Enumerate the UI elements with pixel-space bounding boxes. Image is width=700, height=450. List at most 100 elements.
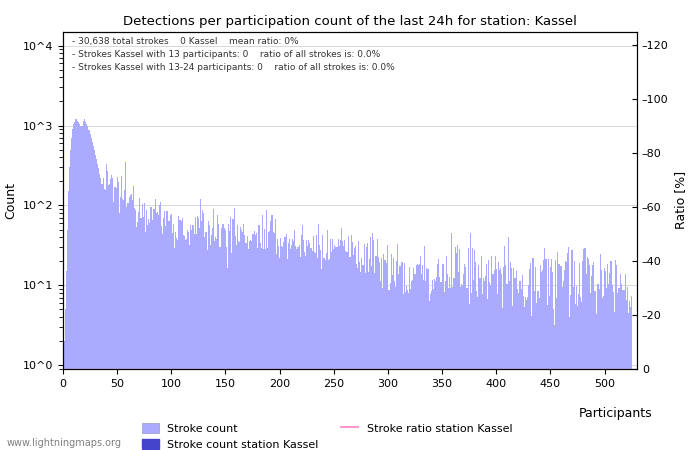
- Bar: [124, 190, 125, 450]
- Bar: [344, 240, 345, 450]
- Bar: [476, 291, 477, 450]
- Bar: [491, 256, 492, 450]
- Bar: [630, 306, 631, 450]
- Bar: [276, 254, 277, 450]
- Bar: [529, 269, 531, 450]
- Bar: [175, 232, 176, 450]
- Bar: [253, 234, 254, 450]
- Bar: [121, 176, 122, 450]
- Bar: [88, 130, 90, 450]
- Bar: [471, 292, 472, 450]
- Bar: [71, 138, 72, 450]
- Bar: [177, 240, 178, 450]
- Bar: [204, 238, 205, 450]
- Text: Participants: Participants: [579, 407, 653, 420]
- Title: Detections per participation count of the last 24h for station: Kassel: Detections per participation count of th…: [123, 14, 577, 27]
- Bar: [211, 235, 212, 450]
- Bar: [442, 264, 444, 450]
- Bar: [537, 291, 538, 450]
- Bar: [405, 292, 406, 450]
- Bar: [508, 237, 509, 450]
- Bar: [535, 267, 536, 450]
- Bar: [254, 231, 256, 450]
- Bar: [510, 262, 511, 450]
- Bar: [456, 245, 458, 450]
- Bar: [581, 302, 582, 450]
- Bar: [438, 259, 440, 450]
- Bar: [82, 126, 83, 450]
- Bar: [64, 310, 66, 450]
- Bar: [513, 268, 514, 450]
- Bar: [244, 235, 246, 450]
- Bar: [246, 236, 248, 450]
- Bar: [384, 260, 385, 450]
- Bar: [522, 274, 523, 450]
- Bar: [514, 279, 515, 450]
- Bar: [281, 246, 282, 450]
- Bar: [531, 315, 533, 450]
- Bar: [196, 234, 197, 450]
- Bar: [458, 248, 460, 450]
- Bar: [84, 119, 85, 450]
- Bar: [289, 239, 290, 450]
- Bar: [224, 229, 225, 450]
- Bar: [66, 230, 68, 450]
- Bar: [141, 204, 143, 450]
- Bar: [345, 251, 346, 450]
- Bar: [608, 284, 610, 450]
- Bar: [351, 242, 353, 450]
- Bar: [589, 265, 590, 450]
- Bar: [146, 210, 147, 450]
- Bar: [616, 265, 617, 450]
- Bar: [86, 124, 88, 450]
- Bar: [594, 291, 595, 450]
- Bar: [183, 234, 184, 450]
- Bar: [601, 270, 602, 450]
- Bar: [504, 246, 505, 450]
- Bar: [363, 244, 365, 450]
- Bar: [132, 200, 133, 450]
- Y-axis label: Count: Count: [4, 182, 18, 219]
- Bar: [547, 259, 549, 450]
- Bar: [473, 280, 474, 450]
- Bar: [387, 245, 388, 450]
- Bar: [577, 306, 578, 450]
- Bar: [127, 203, 129, 450]
- Bar: [210, 245, 211, 450]
- Bar: [176, 238, 177, 450]
- Bar: [120, 197, 121, 450]
- Bar: [308, 240, 309, 450]
- Bar: [134, 208, 135, 450]
- Bar: [97, 164, 98, 450]
- Bar: [186, 239, 187, 450]
- Bar: [587, 257, 588, 450]
- Bar: [561, 287, 563, 450]
- Bar: [370, 238, 371, 450]
- Bar: [280, 238, 281, 450]
- Bar: [428, 301, 430, 450]
- Bar: [133, 186, 134, 450]
- Bar: [212, 228, 213, 450]
- Bar: [222, 224, 223, 450]
- Bar: [500, 268, 501, 450]
- Bar: [230, 216, 232, 450]
- Bar: [153, 209, 155, 450]
- Bar: [260, 248, 262, 450]
- Bar: [116, 188, 117, 450]
- Bar: [213, 209, 214, 450]
- Bar: [580, 297, 581, 450]
- Bar: [163, 218, 164, 450]
- Bar: [583, 249, 584, 450]
- Bar: [356, 264, 357, 450]
- Bar: [563, 281, 564, 450]
- Bar: [512, 306, 513, 450]
- Bar: [81, 126, 82, 450]
- Bar: [602, 297, 603, 450]
- Bar: [78, 124, 80, 450]
- Bar: [220, 228, 222, 450]
- Bar: [226, 247, 227, 450]
- Bar: [68, 191, 69, 450]
- Bar: [331, 252, 332, 450]
- Bar: [291, 245, 292, 450]
- Bar: [528, 285, 529, 450]
